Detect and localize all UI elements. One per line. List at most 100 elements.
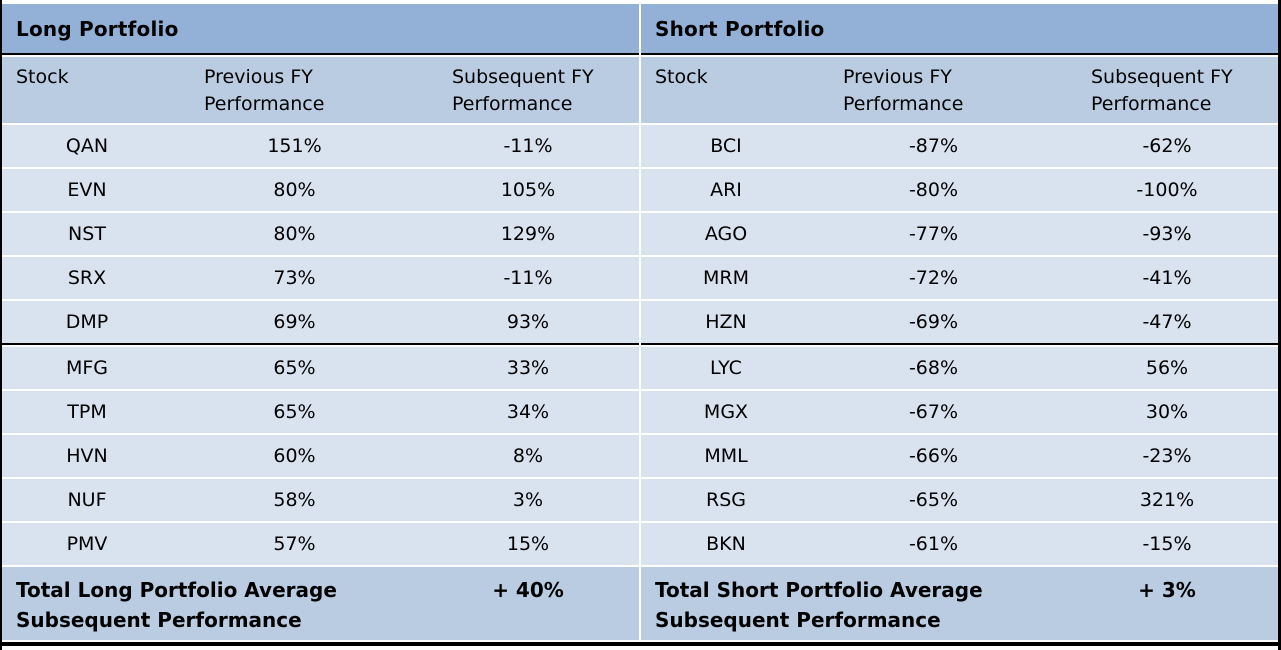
table-row: PMV 57% 15% — [2, 523, 639, 565]
prev-cell: -67% — [908, 401, 959, 423]
table-row: TPM 65% 34% — [2, 391, 639, 433]
section-divider — [641, 343, 1278, 345]
subs-cell: 56% — [1145, 357, 1189, 379]
summary-label: Total Long Portfolio Average Subsequent … — [16, 578, 337, 632]
stock-cell: MFG — [65, 357, 109, 379]
portfolio-title-text: Long Portfolio — [16, 16, 179, 41]
subs-cell: -93% — [1142, 223, 1192, 245]
row-separator — [2, 521, 639, 523]
subs-cell: -23% — [1142, 445, 1192, 467]
title-divider — [641, 53, 1278, 55]
subs-cell: 321% — [1139, 489, 1195, 511]
prev-cell: 57% — [273, 533, 316, 555]
long-portfolio-summary: Total Long Portfolio Average Subsequent … — [2, 567, 639, 640]
stock-cell: HVN — [66, 445, 108, 467]
subs-cell: 33% — [506, 357, 550, 379]
stock-cell: TPM — [67, 401, 107, 423]
table-row: SRX 73% -11% — [2, 257, 639, 299]
prev-cell: -69% — [908, 311, 959, 333]
stock-cell: AGO — [704, 223, 748, 245]
table-row: MGX -67% 30% — [641, 391, 1278, 433]
bottom-border — [2, 642, 1278, 646]
prev-cell: 58% — [273, 489, 316, 511]
stock-cell: BCI — [710, 135, 742, 157]
stock-cell: QAN — [65, 135, 109, 157]
long-portfolio-table: Long Portfolio Stock Previous FY Perform… — [2, 4, 639, 640]
subs-cell: -62% — [1142, 135, 1192, 157]
prev-cell: 73% — [273, 267, 316, 289]
table-row: BKN -61% -15% — [641, 523, 1278, 565]
previous-fy-column-header: Previous FY Performance — [172, 64, 417, 123]
row-separator — [2, 389, 639, 391]
subsequent-fy-column-header: Subsequent FY Performance — [417, 64, 639, 123]
subs-cell: -11% — [503, 135, 553, 157]
prev-cell: 60% — [273, 445, 316, 467]
prev-cell: -72% — [908, 267, 959, 289]
table-rows: QAN 151% -11% EVN 80% 105% NST 80% 129% SRX 73% -11… — [2, 125, 639, 565]
tables-content: Long Portfolio Stock Previous FY Perform… — [2, 4, 1278, 640]
stock-cell: LYC — [710, 357, 742, 379]
row-separator — [641, 521, 1278, 523]
table-row: MRM -72% -41% — [641, 257, 1278, 299]
header-line: Performance — [204, 93, 325, 115]
row-separator — [2, 433, 639, 435]
stock-cell: PMV — [66, 533, 108, 555]
prev-cell: 80% — [273, 223, 316, 245]
table-row: ARI -80% -100% — [641, 169, 1278, 211]
subs-cell: 15% — [506, 533, 550, 555]
subs-cell: 93% — [506, 311, 550, 333]
prev-cell: -61% — [908, 533, 959, 555]
stock-cell: NUF — [67, 489, 107, 511]
header-line: Previous FY — [204, 66, 313, 88]
stock-cell: EVN — [67, 179, 107, 201]
prev-cell: 65% — [273, 401, 316, 423]
subsequent-fy-column-header: Subsequent FY Performance — [1056, 64, 1278, 123]
previous-fy-column-header: Previous FY Performance — [811, 64, 1056, 123]
header-line: Performance — [452, 93, 573, 115]
prev-cell: 151% — [267, 135, 322, 157]
row-separator — [641, 55, 1278, 57]
summary-value: + 3% — [1138, 578, 1196, 602]
stock-cell: HZN — [705, 311, 747, 333]
table-row: HZN -69% -47% — [641, 301, 1278, 343]
row-separator — [2, 255, 639, 257]
row-separator — [641, 433, 1278, 435]
prev-cell: -66% — [908, 445, 959, 467]
header-line: Performance — [1091, 93, 1212, 115]
row-separator — [641, 389, 1278, 391]
header-line: Subsequent FY — [452, 66, 594, 88]
table-row: DMP 69% 93% — [2, 301, 639, 343]
top-margin — [2, 0, 1278, 4]
subs-cell: 30% — [1145, 401, 1189, 423]
subs-cell: -15% — [1142, 533, 1192, 555]
column-headers: Stock Previous FY Performance Subsequent… — [641, 57, 1278, 123]
stock-cell: RSG — [706, 489, 746, 511]
row-separator — [641, 211, 1278, 213]
subs-cell: -41% — [1142, 267, 1192, 289]
stock-column-header: Stock — [655, 66, 708, 88]
table-row: NUF 58% 3% — [2, 479, 639, 521]
short-portfolio-summary: Total Short Portfolio Average Subsequent… — [641, 567, 1278, 640]
row-separator — [641, 477, 1278, 479]
header-line: Performance — [843, 93, 964, 115]
summary-label: Total Short Portfolio Average Subsequent… — [655, 578, 983, 632]
row-separator — [2, 345, 639, 347]
subs-cell: 8% — [512, 445, 544, 467]
stock-column-header: Stock — [16, 66, 69, 88]
row-separator — [641, 299, 1278, 301]
stock-cell: DMP — [65, 311, 109, 333]
row-separator — [641, 255, 1278, 257]
stock-cell: SRX — [67, 267, 107, 289]
row-separator — [2, 640, 1278, 642]
row-separator — [2, 167, 639, 169]
short-portfolio-title: Short Portfolio — [641, 4, 1278, 53]
long-portfolio-title: Long Portfolio — [2, 4, 639, 53]
row-separator — [2, 55, 639, 57]
table-row: AGO -77% -93% — [641, 213, 1278, 255]
table-row: RSG -65% 321% — [641, 479, 1278, 521]
subs-cell: 3% — [512, 489, 544, 511]
row-separator — [2, 477, 639, 479]
subs-cell: 34% — [506, 401, 550, 423]
table-row: QAN 151% -11% — [2, 125, 639, 167]
